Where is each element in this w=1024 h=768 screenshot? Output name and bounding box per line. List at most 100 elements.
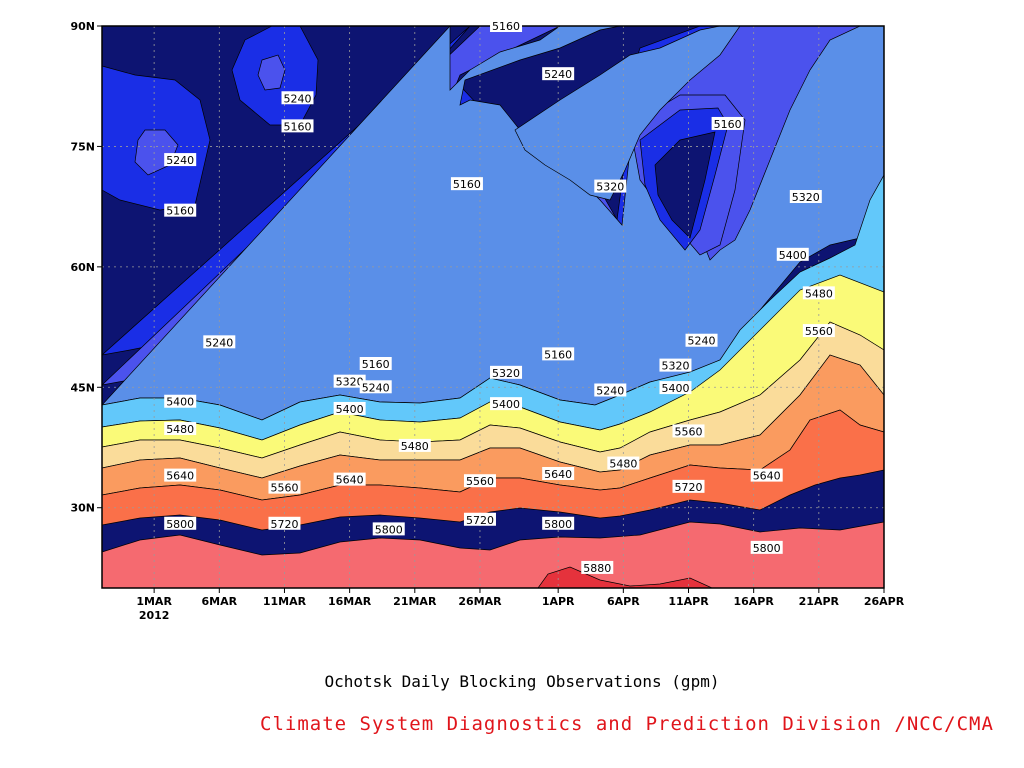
- x-tick-label: 21MAR: [393, 595, 437, 608]
- contour-label-bg: [490, 397, 523, 411]
- contour-label: 5720: [270, 518, 298, 531]
- contour-label: 5720: [466, 514, 494, 527]
- x-tick-label: 1APR: [542, 595, 575, 608]
- grid: [102, 26, 884, 588]
- contour-label: 5400: [661, 382, 689, 395]
- contour-label: 5480: [401, 440, 429, 453]
- contour-label: 5320: [492, 367, 520, 380]
- contour-label: 5400: [166, 396, 194, 409]
- contour-label-bg: [333, 374, 366, 388]
- contour-label: 5400: [779, 249, 807, 262]
- contour-label: 5800: [753, 542, 781, 555]
- x-tick-label: 11MAR: [263, 595, 307, 608]
- contour-label-bg: [164, 203, 197, 217]
- contour-label-bg: [333, 401, 366, 415]
- contour-label: 5560: [466, 475, 494, 488]
- contour-label: 5240: [362, 381, 390, 394]
- x-tick-label: 26MAR: [458, 595, 502, 608]
- x-tick-label: 16MAR: [328, 595, 372, 608]
- chart-title: Ochotsk Daily Blocking Observations (gpm…: [324, 672, 720, 691]
- contour-label: 5800: [375, 523, 403, 536]
- contour-label-bg: [164, 516, 197, 530]
- contour-label: 5160: [544, 348, 572, 361]
- contour-label: 5320: [792, 191, 820, 204]
- contour-label: 5320: [336, 376, 364, 389]
- contour-label-bg: [490, 365, 523, 379]
- contour-label-bg: [463, 474, 496, 488]
- contour-label-bg: [372, 522, 405, 536]
- contour-label-bg: [776, 247, 809, 261]
- contour-label: 5320: [661, 360, 689, 373]
- contour-label: 5800: [544, 518, 572, 531]
- contour-label-bg: [750, 540, 783, 554]
- contour-label: 5640: [336, 474, 364, 487]
- contour-label-bg: [672, 424, 705, 438]
- contour-label-bg: [450, 177, 483, 191]
- contour-label-bg: [542, 67, 575, 81]
- contour-label-bg: [802, 286, 835, 300]
- band-5800: [102, 521, 884, 588]
- contour-label-bg: [281, 91, 314, 105]
- contour-label-bg: [789, 190, 822, 204]
- contour-label: 5240: [688, 335, 716, 348]
- contour-label: 5160: [166, 205, 194, 218]
- contour-label-bg: [711, 116, 744, 130]
- contour-label: 5560: [270, 482, 298, 495]
- contour-label: 5240: [166, 154, 194, 167]
- contour-label-bg: [164, 153, 197, 167]
- contour-label: 5240: [205, 336, 233, 349]
- contour-label-bg: [164, 468, 197, 482]
- contour-label-bg: [268, 516, 301, 530]
- contour-label-bg: [281, 119, 314, 133]
- contour-label-bg: [542, 347, 575, 361]
- contour-label-bg: [594, 179, 627, 193]
- y-tick-label: 45N: [70, 381, 95, 394]
- contour-label: 5160: [284, 120, 312, 133]
- x-year-label: 2012: [139, 609, 170, 622]
- axes: 1MAR 6MAR 11MAR 16MAR 21MAR 26MAR 1APR 6APR 11AP…: [70, 20, 904, 622]
- contour-label-bg: [542, 466, 575, 480]
- band-5240-top-island: [257, 54, 286, 91]
- contour-label-bg: [594, 383, 627, 397]
- contour-label-bg: [802, 324, 835, 338]
- contour-label-bg: [581, 560, 614, 574]
- contour-label-bg: [359, 357, 392, 371]
- contour-label-bg: [750, 468, 783, 482]
- contour-label-bg: [659, 381, 692, 395]
- contour-label: 5160: [492, 20, 520, 33]
- contour-label: 5240: [284, 92, 312, 105]
- contour-label-bg: [333, 472, 366, 486]
- contour-label: 5160: [714, 118, 742, 131]
- x-tick-label: 26APR: [864, 595, 905, 608]
- contour-label: 5480: [609, 458, 637, 471]
- contour-label: 5480: [166, 423, 194, 436]
- contour-labels: 5160 5240 5240 5160 5160 5240 5160 5320 5160 5320…: [164, 19, 835, 575]
- y-tick-label: 90N: [70, 20, 95, 33]
- y-tick-label: 60N: [70, 261, 95, 274]
- contour-label: 5240: [544, 68, 572, 81]
- contour-label-bg: [164, 394, 197, 408]
- contour-label: 5160: [362, 358, 390, 371]
- x-tick-label: 16APR: [733, 595, 774, 608]
- contour-label: 5640: [544, 468, 572, 481]
- contour-label-bg: [685, 333, 718, 347]
- plot-area: [102, 26, 884, 588]
- contour-label: 5400: [336, 403, 364, 416]
- contour-label: 5320: [596, 181, 624, 194]
- chart-credit: Climate System Diagnostics and Predictio…: [260, 713, 994, 735]
- contour-label-bg: [672, 479, 705, 493]
- contour-label-bg: [398, 438, 431, 452]
- x-tick-label: 6APR: [607, 595, 640, 608]
- contour-label: 5160: [453, 178, 481, 191]
- x-tick-label: 1MAR: [136, 595, 172, 608]
- contour-label-bg: [490, 19, 523, 32]
- band-5320-upper: [514, 26, 741, 201]
- contour-label-bg: [542, 516, 575, 530]
- contour-label: 5800: [166, 518, 194, 531]
- band-below-5160-pocket-inner: [654, 131, 716, 239]
- contour-label-bg: [203, 335, 236, 349]
- contour-label-bg: [164, 422, 197, 436]
- y-tick-label: 30N: [70, 502, 95, 515]
- contour-label-bg: [463, 512, 496, 526]
